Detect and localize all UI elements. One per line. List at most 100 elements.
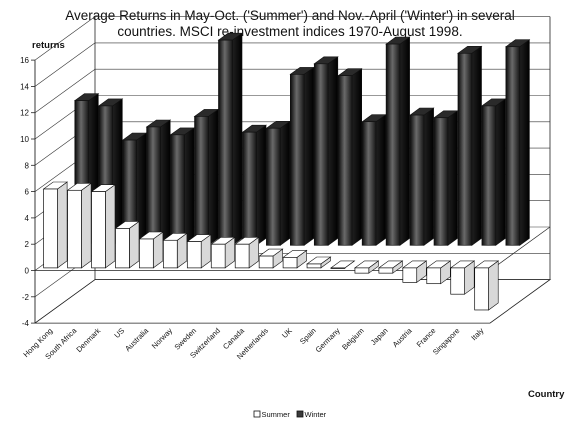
summer-bar-front: [450, 267, 465, 295]
y-tick-label: 16: [20, 56, 29, 65]
summer-bar-side: [81, 182, 92, 269]
winter-bar: [409, 107, 435, 246]
winter-bar-side: [303, 66, 315, 246]
y-tick-label: 14: [20, 82, 29, 91]
category-label: UK: [280, 326, 294, 340]
winter-bar-front: [242, 131, 257, 246]
side-gridline: [34, 68, 96, 113]
winter-bar-side: [279, 120, 291, 246]
summer-bar-front: [234, 243, 250, 269]
winter-bar-side: [327, 56, 339, 246]
winter-bar-front: [385, 43, 401, 246]
winter-bar-front: [194, 116, 209, 246]
winter-bar-front: [218, 39, 233, 246]
winter-bar-side: [208, 108, 219, 246]
summer-bar-front: [210, 243, 226, 269]
y-tick-label: -4: [22, 319, 30, 328]
summer-bar-front: [474, 267, 489, 311]
winter-bar-side: [423, 107, 434, 246]
winter-bar: [241, 124, 267, 246]
y-axis-title: returns: [32, 40, 65, 51]
category-label: Germany: [314, 326, 342, 354]
summer-bar: [353, 260, 380, 274]
legend-swatch-summer: [253, 410, 261, 418]
summer-bar: [282, 249, 308, 269]
summer-bar: [90, 184, 116, 269]
winter-bar-front: [433, 117, 449, 246]
summer-bar-front: [306, 263, 322, 269]
summer-bar: [66, 182, 93, 269]
winter-bar-side: [184, 127, 195, 246]
winter-bar: [313, 56, 339, 246]
summer-bars: [42, 181, 500, 311]
category-label: Spain: [298, 326, 318, 346]
winter-bar-front: [505, 46, 521, 246]
winter-bar-side: [399, 36, 410, 246]
winter-bar-side: [232, 32, 243, 246]
summer-bar-front: [282, 257, 298, 269]
y-tick-label: 0: [25, 267, 30, 276]
summer-bar-front: [354, 267, 370, 274]
y-tick-label: 4: [25, 214, 30, 223]
winter-bar-front: [290, 73, 305, 246]
side-gridline: [34, 42, 96, 87]
chart-title: Average Returns in May-Oct. ('Summer') a…: [0, 8, 580, 40]
winter-bar: [433, 110, 459, 246]
winter-bar: [193, 108, 220, 246]
winter-bar: [361, 114, 387, 246]
winter-bar: [385, 36, 411, 246]
summer-bar-front: [139, 238, 154, 269]
summer-bar: [330, 260, 356, 269]
winter-bar: [337, 68, 363, 246]
category-label: Australia: [123, 326, 151, 354]
summer-bar-front: [91, 191, 106, 269]
winter-bar-front: [481, 105, 497, 246]
winter-bars: [73, 32, 531, 246]
summer-bar-front: [378, 267, 394, 274]
summer-bar: [473, 260, 500, 311]
winter-bar-front: [146, 126, 161, 246]
winter-bar-front: [266, 127, 281, 246]
summer-bar-side: [105, 184, 116, 269]
category-label: Japan: [369, 326, 390, 347]
winter-bar: [457, 45, 483, 246]
category-label: Belgium: [340, 326, 366, 352]
chart-title-line-1: Average Returns in May-Oct. ('Summer') a…: [65, 8, 515, 23]
winter-bar: [121, 132, 148, 246]
winter-bar-front: [409, 114, 425, 246]
legend-label-summer: Summer: [262, 410, 291, 419]
summer-bar-front: [67, 189, 82, 269]
chart-floor: [33, 279, 552, 324]
category-label: France: [415, 326, 438, 349]
winter-bar-side: [256, 124, 267, 246]
winter-bar-front: [170, 134, 185, 246]
summer-bar: [449, 260, 476, 295]
chart-title-line-2: countries. MSCI re-investment indices 19…: [117, 24, 463, 39]
winter-bar: [217, 32, 243, 246]
summer-bar: [425, 260, 452, 285]
summer-bar: [234, 236, 260, 269]
summer-bar: [210, 236, 236, 269]
summer-bar-side: [57, 181, 68, 269]
summer-bar: [377, 260, 404, 274]
y-tick-label: 10: [20, 135, 29, 144]
summer-bar: [306, 256, 332, 269]
category-label: Norway: [150, 326, 175, 351]
winter-bar: [289, 66, 315, 246]
summer-bar-front: [402, 267, 418, 283]
summer-bar: [162, 232, 188, 269]
legend-swatch-winter: [296, 410, 304, 418]
y-tick-label: -2: [22, 293, 30, 302]
legend-label-winter: Winter: [305, 410, 327, 419]
summer-bar-front: [258, 255, 274, 269]
summer-bar-front: [163, 239, 178, 269]
summer-bar-front: [186, 241, 202, 269]
winter-bar-side: [351, 68, 363, 246]
winter-bar-side: [471, 45, 482, 246]
y-tick-label: 2: [25, 240, 30, 249]
summer-bar: [258, 248, 284, 269]
summer-bar: [401, 260, 428, 283]
winter-bar-front: [313, 63, 329, 246]
winter-bar-front: [457, 52, 473, 246]
